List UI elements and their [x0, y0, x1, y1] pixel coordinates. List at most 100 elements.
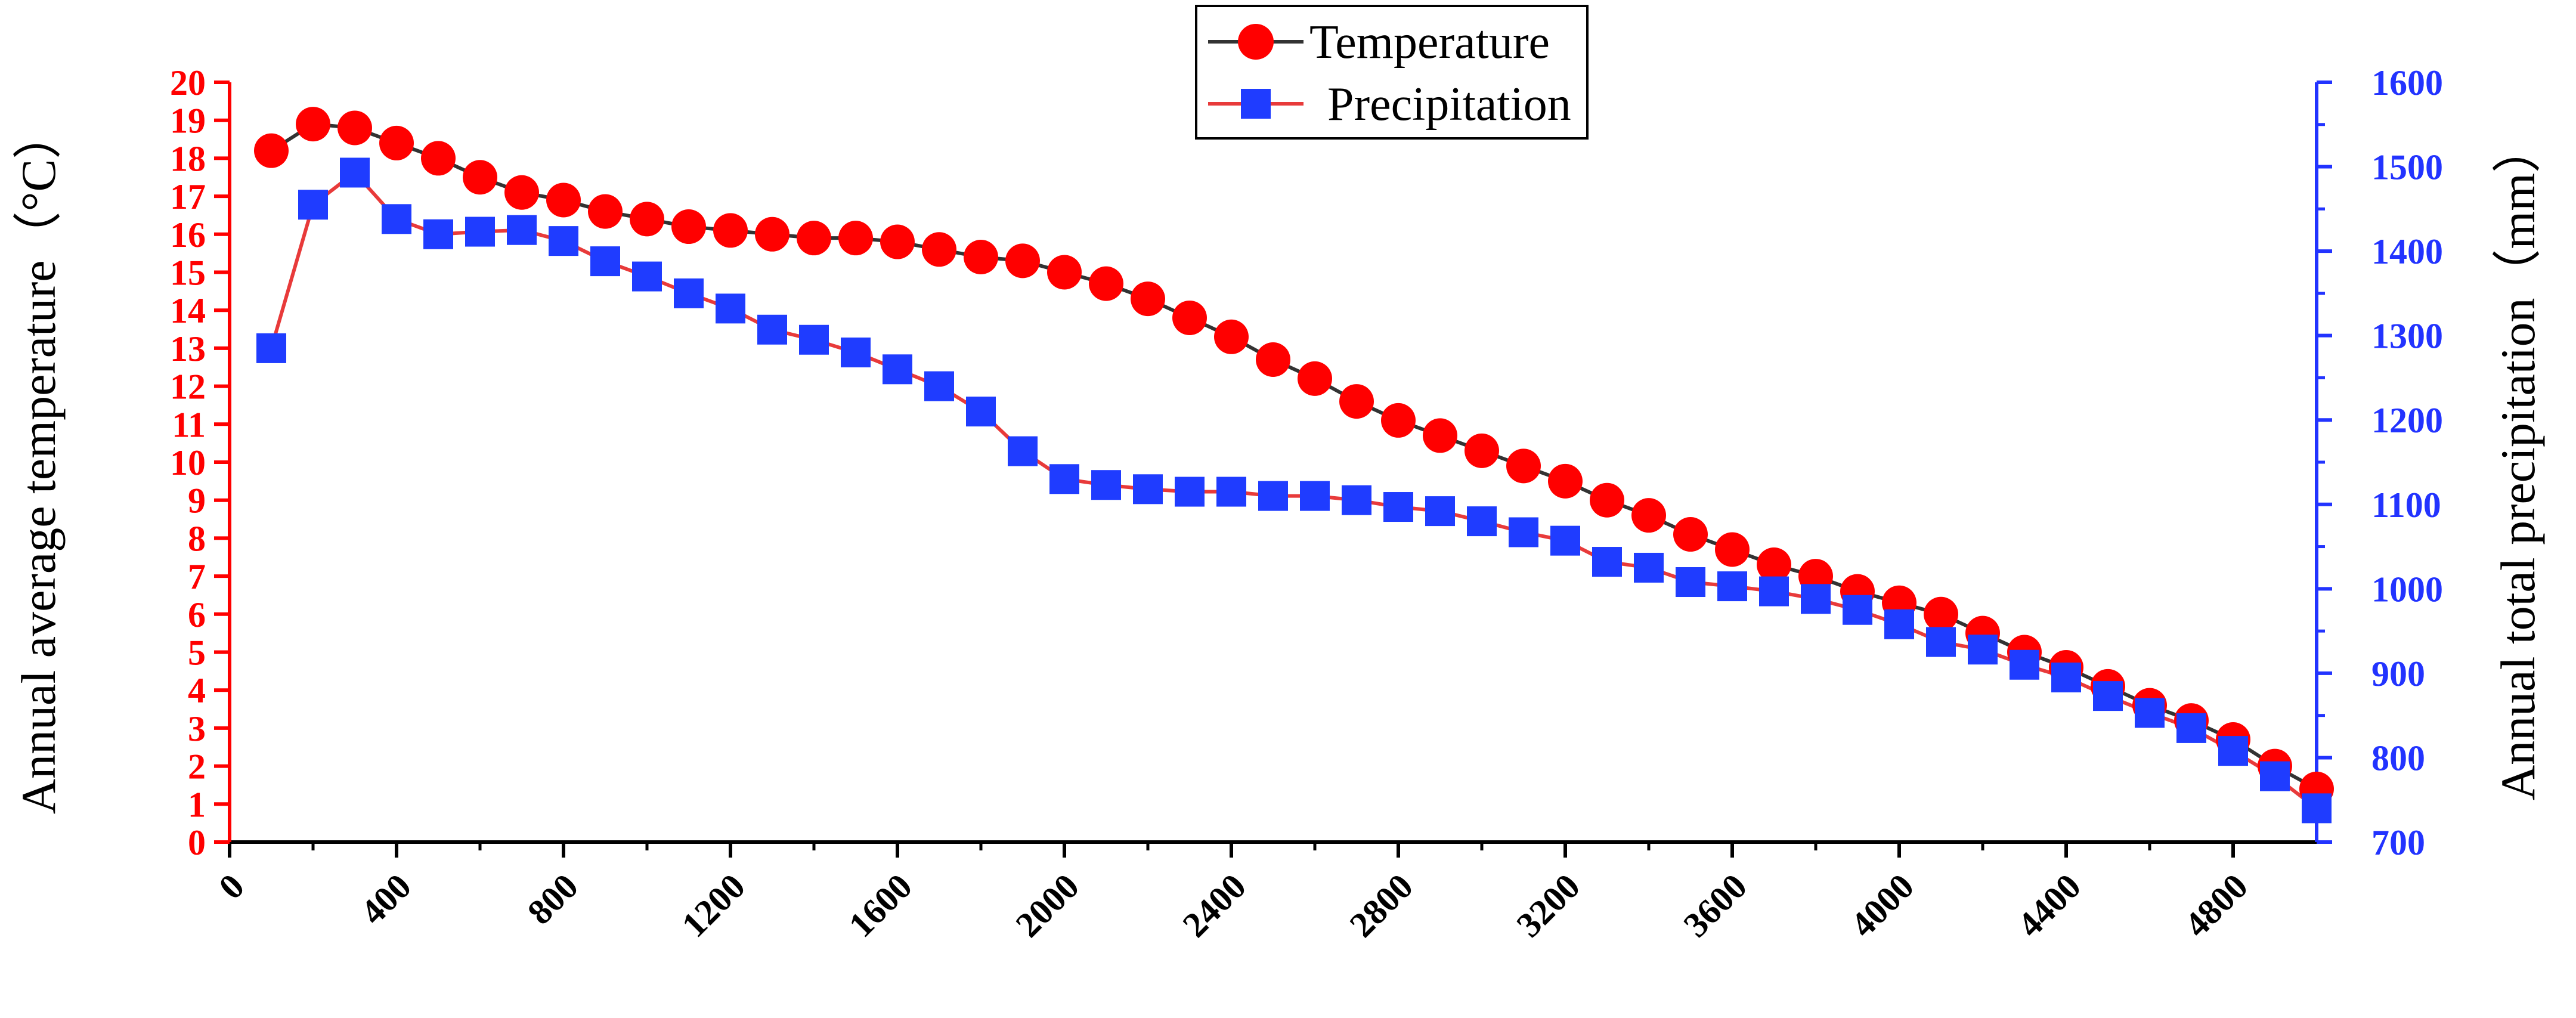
temperature-point	[296, 107, 330, 142]
temperature-point	[1214, 319, 1249, 354]
temperature-point	[1131, 281, 1165, 317]
series-markers-group	[254, 107, 2334, 824]
right-y-tick-label: 800	[2371, 738, 2425, 778]
temperature-point	[1548, 463, 1583, 499]
temperature-series-line	[270, 122, 2318, 791]
left-y-tick-label: 7	[188, 557, 206, 596]
x-tick-label: 4400	[2010, 867, 2089, 945]
precipitation-point	[1049, 464, 1079, 494]
x-tick-label: 3200	[1509, 867, 1588, 945]
left-y-tick-label: 9	[188, 481, 206, 521]
precipitation-point	[1175, 476, 1205, 507]
precipitation-point	[716, 293, 745, 324]
temperature-point	[421, 141, 456, 176]
left-y-tick-label: 15	[170, 253, 206, 293]
x-tick-label: 4800	[2177, 867, 2256, 945]
left-y-tick-label: 0	[188, 823, 206, 862]
left-y-tick-label: 1	[188, 785, 206, 824]
left-y-tick-label: 6	[188, 595, 206, 635]
precipitation-point	[1342, 485, 1371, 515]
left-y-tick-label: 2	[188, 747, 206, 787]
precipitation-point	[674, 278, 704, 308]
precipitation-point	[298, 190, 328, 220]
temperature-point	[838, 221, 873, 256]
right-y-tick-label: 1200	[2371, 401, 2443, 440]
precipitation-point	[1550, 525, 1580, 556]
precipitation-point	[1383, 492, 1413, 522]
legend-temperature-label: Temperature	[1309, 16, 1550, 69]
temperature-point	[254, 133, 289, 168]
x-tick-label: 2000	[1008, 867, 1087, 945]
x-tick-label: 2400	[1175, 867, 1254, 945]
x-tick-label: 400	[353, 867, 419, 932]
temperature-point	[1339, 384, 1374, 419]
precipitation-point	[1926, 627, 1956, 657]
x-tick-label: 1200	[674, 867, 753, 945]
precipitation-point	[883, 354, 912, 385]
temperature-point	[504, 175, 539, 210]
temperature-point	[1506, 448, 1541, 484]
precipitation-point	[2093, 681, 2123, 711]
precipitation-point	[1801, 584, 1831, 614]
left-y-tick-label: 5	[188, 633, 206, 673]
x-tick-label: 4000	[1843, 867, 1922, 945]
temperature-point	[379, 125, 414, 160]
precipitation-point	[256, 333, 286, 363]
x-tick-label: 2800	[1342, 867, 1421, 945]
right-y-tick-label: 1300	[2371, 317, 2443, 356]
temperature-point	[713, 213, 748, 248]
precipitation-point	[2135, 698, 2165, 728]
right-y-tick-label: 900	[2371, 654, 2425, 694]
precipitation-series-line	[270, 170, 2318, 810]
left-y-tick-label: 13	[170, 329, 206, 369]
right-y-tick-label: 700	[2371, 823, 2425, 862]
x-tick-label: 0	[211, 867, 252, 907]
temperature-point	[546, 182, 581, 218]
left-y-tick-label: 3	[188, 709, 206, 748]
temperature-point	[1631, 498, 1666, 533]
precipitation-point	[2302, 793, 2332, 824]
left-y-tick-label: 11	[172, 405, 206, 444]
precipitation-point	[1216, 476, 1246, 507]
temperature-point	[1673, 517, 1708, 552]
precipitation-point	[966, 397, 996, 427]
left-y-tick-label: 17	[170, 177, 206, 216]
temperature-point	[1381, 403, 1416, 438]
precipitation-point	[382, 204, 411, 234]
temperature-point	[964, 240, 998, 275]
temperature-point	[880, 224, 915, 259]
precipitation-point	[1467, 506, 1497, 537]
precipitation-point	[1008, 436, 1038, 466]
precipitation-point	[1300, 481, 1330, 511]
temperature-point	[1089, 266, 1123, 301]
x-tick-label: 800	[520, 867, 586, 932]
temperature-point	[1590, 482, 1624, 518]
temperature-point	[1423, 418, 1457, 453]
precipitation-point	[340, 157, 370, 188]
temperature-point	[588, 194, 623, 229]
x-tick-label: 3600	[1676, 867, 1755, 945]
precipitation-point	[1634, 552, 1664, 583]
precipitation-point	[1759, 576, 1789, 607]
right-y-tick-label: 1500	[2371, 148, 2443, 187]
temperature-point	[755, 216, 789, 252]
left-y-tick-label: 14	[170, 291, 206, 330]
temperature-point	[922, 232, 956, 267]
left-y-tick-label: 12	[170, 367, 206, 407]
precipitation-point	[1843, 595, 1872, 625]
temperature-point	[1465, 433, 1499, 468]
legend-temperature-marker	[1238, 24, 1274, 60]
precipitation-point	[1884, 609, 1914, 639]
temperature-point	[797, 221, 831, 256]
precipitation-point	[1425, 496, 1455, 527]
x-tick-label: 1600	[841, 867, 920, 945]
temperature-point	[1757, 547, 1791, 582]
temperature-point	[1047, 255, 1082, 290]
precipitation-point	[2218, 736, 2248, 766]
precipitation-point	[1258, 481, 1288, 511]
legend-precipitation-marker	[1241, 89, 1271, 119]
precipitation-point	[465, 216, 495, 247]
temperature-point	[338, 110, 372, 146]
legend: Temperature Precipitation	[1195, 5, 1589, 140]
